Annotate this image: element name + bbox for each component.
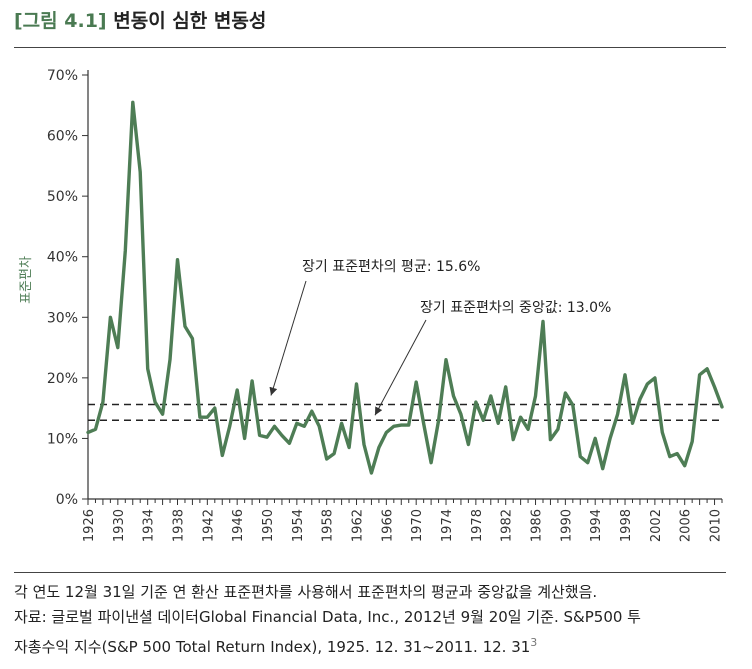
x-tick-label: 1962 [351,509,366,542]
x-tick-label: 1942 [201,509,216,542]
y-axis-label: 표준편차 [19,256,34,304]
x-tick-label: 1998 [619,509,634,542]
caption-divider [14,572,726,573]
x-tick-label: 1974 [440,509,455,542]
std-dev-series-line [86,100,724,475]
y-tick-label: 10% [47,431,78,447]
x-tick-label: 1958 [321,509,336,542]
x-tick-label: 1950 [261,509,276,542]
figure-title-text: 변동이 심한 변동성 [113,10,267,32]
x-tick-label: 1986 [530,509,545,542]
figure-title: [그림 4.1] 변동이 심한 변동성 [14,6,266,33]
y-tick-label: 30% [47,310,78,326]
caption-line-3-text: 자총수익 지수(S&P 500 Total Return Index), 192… [14,638,531,656]
x-tick-label: 2010 [709,509,724,542]
caption-footnote: 3 [530,636,538,649]
figure-tag: [그림 4.1] [14,10,107,32]
caption-line-1: 각 연도 12월 31일 기준 연 환산 표준편차를 사용해서 표준편차의 평균… [14,583,598,601]
annotation-mean: 장기 표준편차의 평균: 15.6% [302,259,480,275]
y-tick-label: 40% [47,250,78,266]
y-tick-label: 0% [56,492,78,508]
x-tick-label: 1970 [410,509,425,542]
x-tick-label: 2002 [649,509,664,542]
x-tick-label: 1938 [172,509,187,542]
y-tick-label: 20% [47,371,78,387]
y-tick-label: 60% [47,129,78,145]
x-tick-label: 1994 [589,509,604,542]
volatility-chart: 0% 10% 20% 30% 40% 50% 60% 70% 1926 1930 1934 1938 1… [19,68,724,542]
title-divider [14,47,726,48]
x-tick-label: 1934 [142,509,157,542]
caption-line-3: 자총수익 지수(S&P 500 Total Return Index), 192… [14,630,738,660]
annotation-median: 장기 표준편차의 중앙값: 13.0% [420,300,611,316]
x-tick-label: 1954 [291,509,306,542]
x-tick-label: 1982 [500,509,515,542]
x-tick-label: 2006 [679,509,694,542]
x-tick-label: 1978 [470,509,485,542]
y-tick-label: 50% [47,189,78,205]
figure-caption: 각 연도 12월 31일 기준 연 환산 표준편차를 사용해서 표준편차의 평균… [14,580,738,660]
x-tick-label: 1926 [82,509,97,542]
x-tick-label: 1946 [231,509,246,542]
annotation-median-arrow [374,319,427,416]
x-tick-label: 1990 [559,509,574,542]
y-tick-label: 70% [47,68,78,84]
annotation-mean-arrow [269,280,307,396]
x-tick-label: 1966 [380,509,395,542]
x-tick-label: 1930 [112,509,127,542]
caption-line-2: 자료: 글로벌 파이낸셜 데이터Global Financial Data, I… [14,608,641,626]
